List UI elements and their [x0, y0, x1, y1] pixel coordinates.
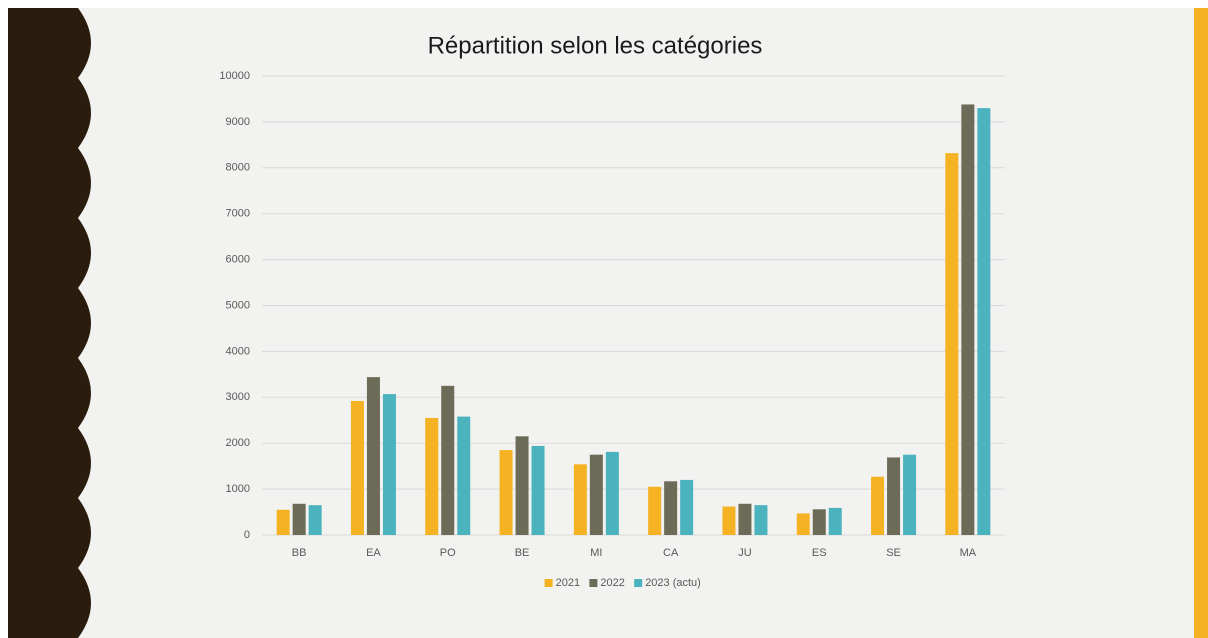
x-tick-label: CA	[663, 547, 679, 559]
bar	[276, 509, 290, 535]
y-tick-label: 7000	[226, 208, 250, 220]
bar	[308, 505, 322, 535]
x-tick-label: BB	[292, 547, 307, 559]
x-tick-label: EA	[366, 547, 381, 559]
y-tick-label: 8000	[226, 162, 250, 174]
legend-swatch	[544, 579, 553, 587]
x-tick-label: SE	[886, 547, 901, 559]
bar	[441, 385, 455, 535]
bar	[796, 513, 810, 535]
bar	[945, 153, 959, 535]
bar	[292, 503, 306, 535]
x-tick-label: MA	[960, 547, 977, 559]
x-tick-label: BE	[515, 547, 530, 559]
bar	[680, 479, 694, 535]
bar	[722, 506, 736, 535]
x-tick-label: MI	[590, 547, 602, 559]
bar	[366, 377, 380, 535]
bar	[664, 481, 678, 535]
bar	[573, 464, 587, 535]
bar	[977, 108, 991, 535]
bar	[961, 104, 975, 535]
x-tick-label: PO	[440, 547, 456, 559]
bar	[457, 416, 471, 535]
legend-swatch	[589, 579, 598, 587]
y-tick-label: 3000	[226, 391, 250, 403]
y-tick-label: 6000	[226, 254, 250, 266]
x-tick-label: ES	[812, 547, 827, 559]
y-tick-label: 0	[244, 529, 250, 541]
slide-background	[8, 8, 1198, 638]
chart-title: Répartition selon les catégories	[428, 32, 763, 59]
bar	[589, 454, 603, 535]
bar	[871, 476, 885, 535]
bar	[382, 394, 396, 535]
wavy-border	[8, 8, 91, 638]
bar	[350, 400, 364, 535]
y-tick-label: 9000	[226, 116, 250, 128]
bar	[738, 503, 752, 535]
legend-label: 2021	[556, 577, 580, 589]
bar	[515, 436, 529, 535]
bar	[903, 454, 917, 535]
legend-swatch	[634, 579, 643, 587]
y-tick-label: 10000	[219, 70, 250, 82]
bar	[499, 450, 513, 535]
bar	[828, 507, 842, 535]
bar	[754, 505, 768, 535]
y-tick-label: 1000	[226, 483, 250, 495]
bar	[531, 445, 545, 535]
y-tick-label: 5000	[226, 299, 250, 311]
bar	[605, 451, 619, 535]
bar	[425, 417, 439, 535]
accent-strip	[1194, 8, 1208, 638]
bar	[648, 486, 662, 535]
legend-label: 2022	[600, 577, 624, 589]
y-tick-label: 4000	[226, 345, 250, 357]
bar	[887, 457, 901, 535]
bar	[812, 509, 826, 535]
y-tick-label: 2000	[226, 437, 250, 449]
legend-label: 2023 (actu)	[645, 577, 701, 589]
x-tick-label: JU	[738, 547, 752, 559]
